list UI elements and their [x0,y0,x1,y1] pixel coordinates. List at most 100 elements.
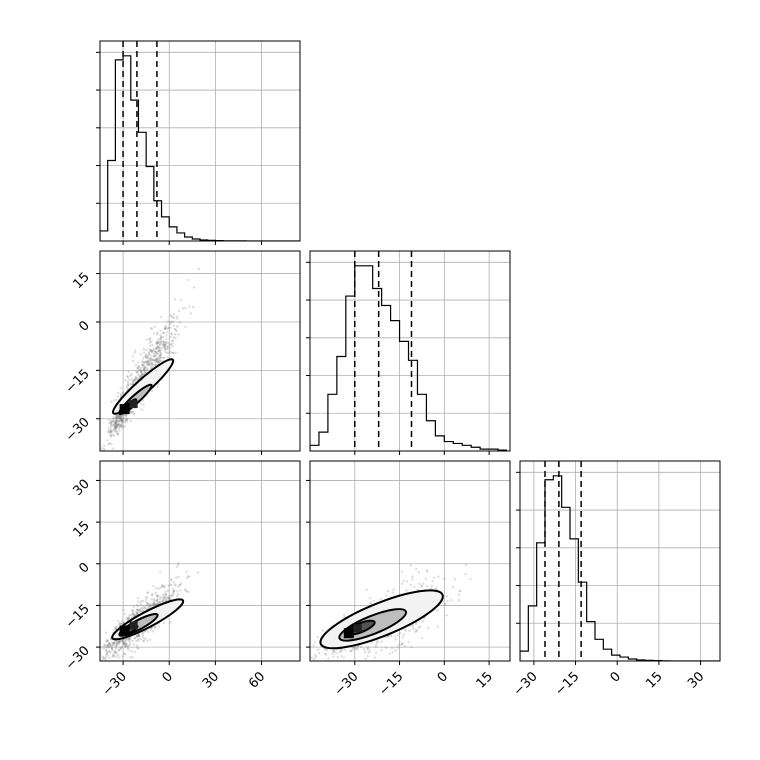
scatter-point [176,317,179,320]
scatter-point [106,644,110,647]
scatter-point [356,648,359,651]
scatter-point [142,369,146,372]
scatter-point [103,448,106,451]
scatter-point [111,419,115,423]
scatter-point [159,586,162,589]
contour-level [118,383,153,416]
scatter-point [176,563,180,567]
scatter-point [114,644,117,648]
scatter-point [126,647,129,650]
scatter-point [118,640,121,643]
scatter-point [102,644,106,647]
scatter-point [131,410,134,414]
scatter-point [154,363,157,366]
scatter-point [121,417,124,421]
scatter-point [336,656,340,659]
scatter-point [161,593,165,596]
scatter-point [167,597,171,600]
scatter-point [146,604,150,607]
scatter-point [142,347,146,351]
scatter-point [137,608,140,612]
scatter-point [147,630,150,634]
scatter-point [167,351,171,355]
x-tick-label: −15 [376,669,406,699]
scatter-point [148,603,152,606]
scatter-point [161,583,164,587]
scatter-point [164,350,167,354]
scatter-point [161,600,165,604]
scatter-point [154,591,157,595]
scatter-point [134,363,138,367]
scatter-point [172,352,175,355]
scatter-point [149,357,152,360]
scatter-point [107,429,111,432]
scatter-point [140,370,143,374]
scatter-point [342,656,346,659]
scatter-point [414,630,417,634]
scatter-point [112,655,116,658]
scatter-point [125,385,129,389]
scatter-point [155,340,158,344]
scatter-point [332,655,335,658]
scatter-point [115,424,118,428]
scatter-point [159,340,163,344]
scatter-point [119,414,123,417]
scatter-point [156,333,159,336]
scatter-cloud [100,267,200,451]
x-tick-label: 0 [160,669,176,685]
scatter-point [436,625,439,628]
scatter-point [153,602,156,606]
scatter-point [162,340,166,344]
scatter-point [116,653,120,657]
scatter-point [126,644,129,648]
scatter-point [115,640,119,644]
scatter-point [139,370,142,373]
scatter-point [150,340,153,343]
scatter-point [125,375,129,378]
scatter-point [411,625,414,628]
scatter-point [163,584,166,588]
scatter-point [140,366,143,369]
scatter-point [177,309,181,312]
scatter-point [399,631,402,635]
scatter-point [156,600,160,604]
scatter-point [163,327,167,331]
scatter-point [173,327,176,331]
scatter-point [132,412,135,415]
scatter-point [154,354,158,357]
scatter-point [196,571,199,574]
scatter-point [121,642,124,645]
scatter-point [137,647,140,650]
scatter-point [153,603,156,606]
scatter-point [142,364,145,368]
scatter-point [131,656,134,659]
scatter-point [110,648,114,651]
scatter-point [418,582,421,585]
scatter-point [306,672,308,674]
scatter-point [377,640,380,643]
x-tick-label: −15 [552,669,582,699]
scatter-point [149,337,152,340]
scatter-point [316,635,319,639]
scatter-point [118,416,122,419]
scatter-point [123,612,127,616]
scatter-point [156,594,159,598]
scatter-point [114,422,118,425]
scatter-point [354,647,358,651]
scatter-point [145,360,149,364]
scatter-point [124,379,127,382]
scatter-point [147,361,151,365]
scatter-point [171,345,174,348]
scatter-point [185,590,188,593]
scatter-point [395,663,397,665]
scatter-point [117,419,121,423]
scatter-point [112,423,116,426]
scatter-point [154,626,157,630]
scatter-point [324,653,328,656]
scatter-point [145,369,149,372]
scatter-point [172,339,175,342]
scatter-point [146,367,149,370]
scatter-point [164,598,167,602]
scatter-point [445,595,449,598]
